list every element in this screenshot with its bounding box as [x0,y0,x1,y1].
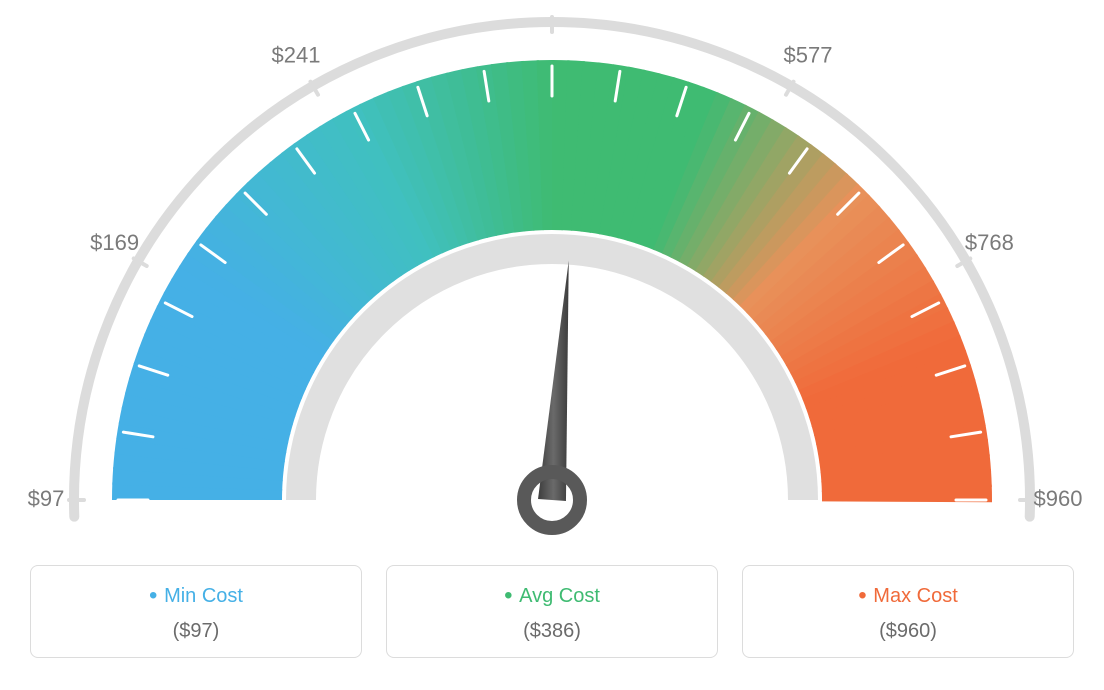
svg-text:$577: $577 [784,43,833,68]
legend-title-max: Max Cost [751,582,1065,610]
legend-title-min: Min Cost [39,582,353,610]
legend-value-min: ($97) [39,620,353,643]
svg-text:$97: $97 [28,486,65,511]
legend: Min Cost ($97) Avg Cost ($386) Max Cost … [0,555,1104,658]
svg-text:$241: $241 [272,43,321,68]
legend-item-min: Min Cost ($97) [30,565,362,658]
svg-text:$768: $768 [965,230,1014,255]
gauge-svg: $97$169$241$386$577$768$960 [0,0,1104,555]
legend-value-max: ($960) [751,620,1065,643]
gauge-chart: $97$169$241$386$577$768$960 [0,0,1104,555]
legend-item-avg: Avg Cost ($386) [386,565,718,658]
legend-value-avg: ($386) [395,620,709,643]
svg-text:$169: $169 [90,230,139,255]
svg-text:$960: $960 [1034,486,1083,511]
legend-item-max: Max Cost ($960) [742,565,1074,658]
legend-title-avg: Avg Cost [395,582,709,610]
